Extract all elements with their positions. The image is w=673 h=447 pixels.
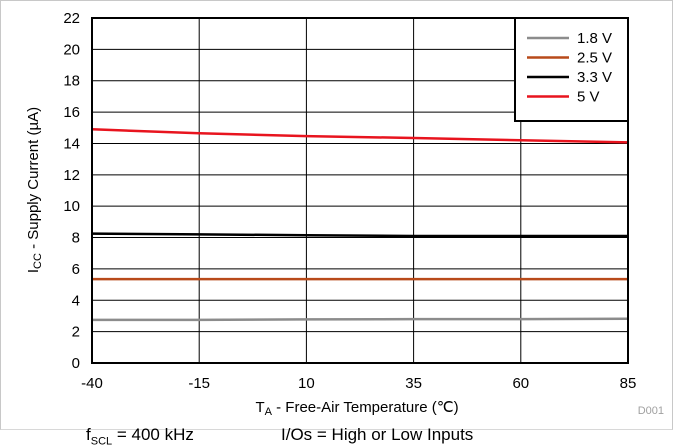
- y-axis-label: ICC - Supply Current (µA): [25, 107, 44, 273]
- y-tick-label: 16: [63, 104, 80, 121]
- series-line-1-8-V: [92, 317, 629, 322]
- footnote-f: f: [86, 425, 91, 444]
- x-tick-label: 35: [405, 375, 422, 392]
- tick-labels: -40 -15 10 35 60 85 0 2 4 6 8 10 12 14 16 18 20 22: [63, 10, 636, 392]
- y-tick-label: 2: [72, 324, 80, 341]
- y-tick-label: 0: [72, 355, 80, 372]
- y-axis-label-main: I: [25, 269, 42, 273]
- y-tick-label: 14: [63, 135, 80, 152]
- footnote-clock-frequency: fSCL = 400 kHz: [86, 425, 194, 447]
- y-tick-label: 20: [63, 41, 80, 58]
- line-chart: -40 -15 10 35 60 85 0 2 4 6 8 10 12 14 16 18 20 22 TA - F…: [25, 10, 664, 418]
- footnote-frequency: = 400 kHz: [112, 425, 194, 444]
- x-tick-label: 85: [620, 375, 637, 392]
- legend: 1.8 V 2.5 V 3.3 V 5 V: [514, 17, 629, 122]
- y-axis-label-sub: CC: [32, 253, 44, 269]
- y-tick-label: 12: [63, 167, 80, 184]
- legend-label: 1.8 V: [577, 30, 612, 47]
- footnote-scl: SCL: [90, 435, 113, 447]
- y-tick-label: 4: [72, 292, 80, 309]
- y-tick-label: 22: [63, 10, 80, 27]
- x-axis-label-rest: - Free-Air Temperature (℃): [272, 399, 459, 416]
- x-tick-label: -15: [188, 375, 210, 392]
- x-tick-label: 10: [298, 375, 315, 392]
- y-tick-label: 8: [72, 230, 80, 247]
- plot-area-border: [91, 17, 629, 364]
- legend-box: [514, 17, 629, 122]
- legend-label: 2.5 V: [577, 50, 612, 67]
- series-lines: [91, 128, 629, 322]
- figure-id-annotation: D001: [638, 405, 664, 417]
- x-tick-label: 60: [512, 375, 529, 392]
- legend-label: 5 V: [577, 89, 600, 106]
- y-tick-label: 6: [72, 261, 80, 278]
- x-tick-label: -40: [81, 375, 103, 392]
- x-axis-label-main: T: [255, 399, 264, 416]
- legend-label: 3.3 V: [577, 69, 612, 86]
- y-axis-label-rest: - Supply Current (µA): [25, 107, 42, 253]
- series-line-5-V: [91, 128, 629, 144]
- series-line-3-3-V: [91, 232, 628, 238]
- footnote-io-conditions: I/Os = High or Low Inputs: [281, 425, 474, 444]
- x-axis-label: TA - Free-Air Temperature (℃): [255, 399, 458, 418]
- x-axis-label-sub: A: [265, 406, 273, 418]
- y-tick-label: 18: [63, 73, 80, 90]
- grid-lines: [91, 17, 629, 364]
- y-tick-label: 10: [63, 198, 80, 215]
